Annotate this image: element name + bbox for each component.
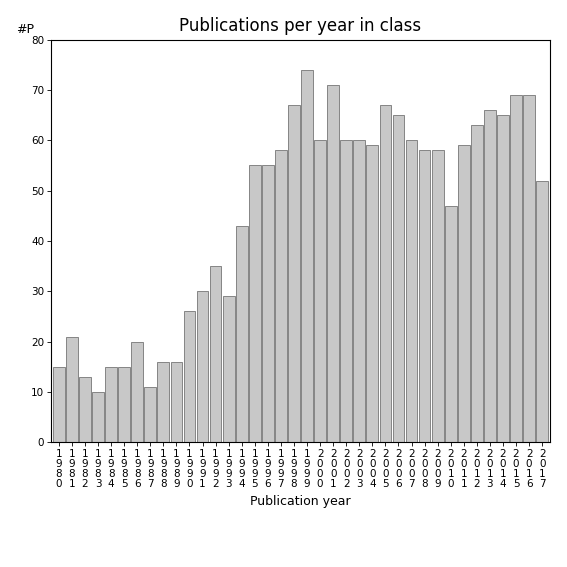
- Bar: [510, 95, 522, 442]
- Bar: [366, 145, 378, 442]
- Bar: [158, 362, 169, 442]
- Bar: [132, 341, 143, 442]
- Bar: [471, 125, 483, 442]
- Bar: [405, 141, 417, 442]
- Bar: [392, 115, 404, 442]
- Bar: [145, 387, 156, 442]
- X-axis label: Publication year: Publication year: [250, 495, 351, 508]
- Bar: [536, 180, 548, 442]
- Bar: [432, 150, 443, 442]
- Title: Publications per year in class: Publications per year in class: [179, 18, 422, 35]
- Bar: [445, 206, 456, 442]
- Bar: [236, 226, 248, 442]
- Bar: [275, 150, 287, 442]
- Bar: [249, 166, 261, 442]
- Bar: [458, 145, 469, 442]
- Bar: [105, 367, 117, 442]
- Bar: [53, 367, 65, 442]
- Bar: [484, 110, 496, 442]
- Text: #P: #P: [16, 23, 34, 36]
- Bar: [66, 337, 78, 442]
- Bar: [119, 367, 130, 442]
- Bar: [353, 141, 365, 442]
- Bar: [223, 297, 235, 442]
- Bar: [314, 141, 326, 442]
- Bar: [340, 141, 352, 442]
- Bar: [92, 392, 104, 442]
- Bar: [418, 150, 430, 442]
- Bar: [288, 105, 300, 442]
- Bar: [210, 266, 222, 442]
- Bar: [379, 105, 391, 442]
- Bar: [497, 115, 509, 442]
- Bar: [523, 95, 535, 442]
- Bar: [327, 85, 339, 442]
- Bar: [197, 291, 209, 442]
- Bar: [184, 311, 196, 442]
- Bar: [79, 377, 91, 442]
- Bar: [301, 70, 313, 442]
- Bar: [171, 362, 183, 442]
- Bar: [262, 166, 274, 442]
